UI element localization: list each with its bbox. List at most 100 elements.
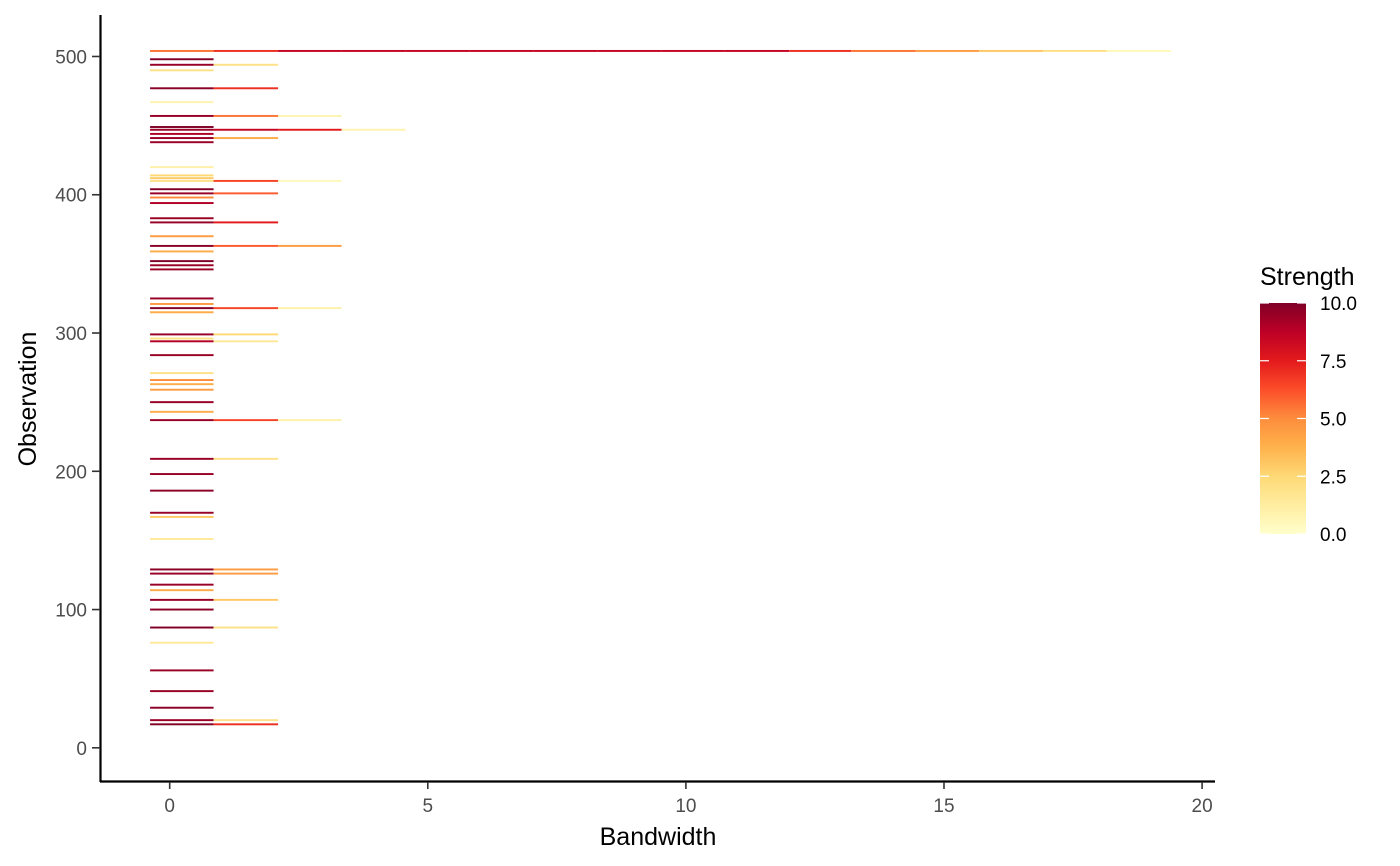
heatmap-cell (278, 179, 342, 182)
heatmap-cell (150, 141, 214, 144)
heatmap-cell (150, 63, 214, 66)
heatmap-cell (278, 49, 342, 52)
heatmap-cell (150, 114, 214, 117)
colorbar-tick-label: 10.0 (1320, 294, 1357, 315)
x-axis-title: Bandwidth (600, 823, 717, 851)
y-tick-label: 400 (55, 186, 87, 207)
heatmap-cell (150, 260, 214, 263)
heatmap-cell (213, 723, 279, 726)
heatmap-cell (278, 128, 342, 131)
heatmap-cell (278, 244, 342, 247)
heatmap-cell (150, 196, 214, 199)
heatmap-cell (150, 583, 214, 586)
heatmap-cell (150, 690, 214, 693)
heatmap-cell (150, 538, 214, 540)
heatmap-cell (213, 419, 279, 422)
heatmap-cell (150, 307, 214, 310)
heatmap-cell (979, 49, 1044, 52)
heatmap-cell (150, 250, 214, 253)
heatmap-cell (150, 340, 214, 343)
x-tick-label: 0 (164, 796, 175, 817)
heatmap-cell (597, 49, 662, 52)
x-tick-label: 20 (1192, 796, 1213, 817)
heatmap-cell (150, 101, 214, 104)
heatmap-cell (150, 126, 214, 128)
y-axis-title: Observation (14, 332, 42, 467)
heatmap-cell (150, 297, 214, 300)
x-tick-label: 5 (423, 796, 434, 817)
heatmap-cell (533, 49, 598, 52)
legend-title: Strength (1260, 263, 1355, 291)
heatmap-cell (405, 49, 470, 52)
axes (99, 15, 1215, 783)
heatmap-cell (150, 379, 214, 381)
heatmap-cell (150, 217, 214, 220)
heatmap-cell (213, 572, 279, 575)
heatmap-cell (213, 598, 279, 601)
heatmap-cell (150, 202, 214, 205)
colorbar-tick-label: 5.0 (1320, 410, 1346, 431)
heatmap-cell (150, 457, 214, 460)
heatmap-cell (150, 598, 214, 601)
heatmap-cell (150, 221, 214, 224)
heatmap-cell (150, 589, 214, 592)
heatmap-cell (278, 307, 342, 310)
heatmap-cell (724, 49, 790, 52)
heatmap-cell (213, 192, 279, 195)
heatmap-cell (150, 706, 214, 709)
y-tick-label: 300 (55, 324, 87, 345)
colorbar-ticks: 0.0 2.5 5.0 7.5 10.0 (1260, 294, 1357, 546)
heatmap-cell (150, 174, 214, 177)
heatmap-cell (213, 114, 279, 117)
colorbar-tick-label: 2.5 (1320, 467, 1346, 488)
y-axis-ticks: 0 100 200 300 400 500 (55, 47, 100, 760)
heatmap-cell (150, 388, 214, 391)
heatmap-cell (150, 372, 214, 375)
heatmap-cell (150, 608, 214, 611)
y-tick-label: 0 (76, 739, 87, 760)
heatmap-cell (213, 63, 279, 66)
heatmap-cell (213, 179, 279, 182)
heatmap-cell (150, 515, 214, 518)
heatmap-cell (469, 49, 534, 52)
heatmap-cell (150, 58, 214, 61)
heatmap-cell (341, 128, 406, 131)
heatmap-cell (278, 419, 342, 422)
heatmap-cell (150, 268, 214, 271)
x-tick-label: 15 (933, 796, 954, 817)
heatmap-cell (150, 264, 214, 267)
colorbar-tick-label: 0.0 (1320, 525, 1346, 546)
heatmap-cell (150, 511, 214, 514)
heatmap-cell (213, 244, 279, 247)
heatmap-cell (213, 626, 279, 629)
heatmap-cell (150, 166, 214, 169)
heatmap-cell (213, 307, 279, 310)
heatmap-cell (150, 626, 214, 629)
heatmap-cell (789, 49, 852, 52)
heatmap-cell (278, 114, 342, 117)
x-axis-ticks: 0 5 10 15 20 (164, 782, 1213, 817)
colorbar-tick-label: 7.5 (1320, 352, 1346, 373)
heatmap-cell (150, 568, 214, 571)
heatmap-cell (1043, 49, 1107, 52)
heatmap-cell (150, 235, 214, 238)
heatmap-cell (150, 179, 214, 182)
heatmap-cell (150, 354, 214, 357)
heatmap-cell (150, 69, 214, 72)
heatmap-cell (213, 128, 279, 131)
heatmap-cell (213, 457, 279, 460)
heatmap-cell (213, 340, 279, 343)
heatmap-cell (150, 49, 214, 52)
x-tick-label: 10 (675, 796, 696, 817)
heatmap-cell (213, 719, 279, 722)
heatmap-cell (661, 49, 725, 52)
heatmap-cell (213, 221, 279, 224)
heatmap-cell (150, 669, 214, 672)
heatmap-cell (150, 719, 214, 722)
heatmap-cell (150, 641, 214, 644)
heatmap-cell (150, 723, 214, 726)
heatmap-cell (1106, 49, 1172, 52)
heatmap-cell (213, 137, 279, 140)
heatmap-cell (915, 49, 980, 52)
